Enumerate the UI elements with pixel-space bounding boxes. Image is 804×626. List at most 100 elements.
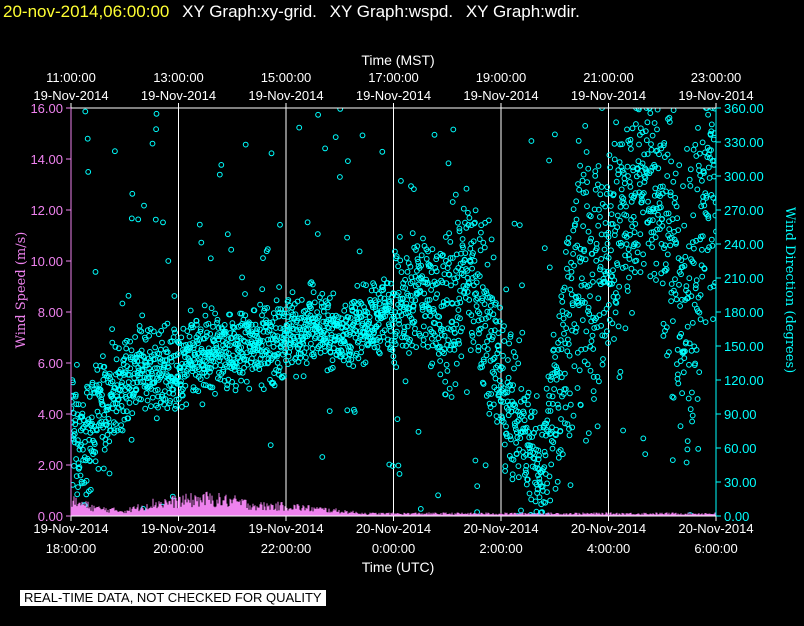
bottom-tick-date: 19-Nov-2014 <box>141 521 216 536</box>
wdir-point <box>132 334 139 340</box>
wdir-point <box>480 356 487 363</box>
wdir-point <box>672 194 679 201</box>
wdir-point <box>213 342 220 348</box>
wdir-point <box>372 287 379 294</box>
wdir-point <box>292 339 299 346</box>
wdir-point <box>112 421 119 427</box>
wdir-point <box>683 283 690 290</box>
wdir-point <box>489 334 496 340</box>
wdir-point <box>465 209 471 216</box>
wdir-point <box>580 223 586 230</box>
wdir-point <box>85 385 91 392</box>
wdir-point <box>490 356 497 363</box>
wdir-point <box>498 398 504 405</box>
wdir-point <box>660 320 667 327</box>
wdir-point <box>79 480 85 487</box>
wdir-point <box>363 282 369 289</box>
wdir-point <box>567 401 574 408</box>
wdir-point <box>678 257 685 264</box>
wdir-point <box>166 400 173 407</box>
wdir-point <box>370 338 377 344</box>
wdir-point <box>409 278 416 285</box>
wdir-point <box>670 318 676 325</box>
wdir-point <box>688 293 695 300</box>
wdir-point <box>642 128 649 135</box>
wdir-point <box>658 204 664 211</box>
wdir-point <box>364 309 371 316</box>
wdir-point <box>207 331 214 337</box>
wdir-point <box>87 486 94 493</box>
wdir-point <box>451 346 458 353</box>
left-tick-label: 8.00 <box>38 305 63 320</box>
wdir-point <box>558 416 564 422</box>
wdir-point <box>665 116 671 122</box>
wdir-point <box>418 262 425 269</box>
wdir-point <box>339 321 346 327</box>
wdir-point <box>528 408 535 415</box>
wdir-point <box>624 126 630 133</box>
wdir-point <box>683 339 689 346</box>
wdir-point <box>705 111 711 118</box>
left-tick-label: 4.00 <box>38 407 63 422</box>
wdir-point <box>401 324 408 331</box>
wdir-point <box>655 211 661 218</box>
wdir-point <box>218 162 225 168</box>
wdir-point <box>521 397 528 404</box>
wdir-point <box>457 299 464 306</box>
wdir-point <box>583 149 590 155</box>
wdir-point <box>358 349 365 356</box>
wdir-point <box>701 266 708 272</box>
wdir-point <box>407 263 414 270</box>
wdir-point <box>678 330 684 337</box>
wdir-point <box>119 427 126 434</box>
wdir-point <box>359 132 366 139</box>
wdir-point <box>224 382 231 389</box>
wdir-point <box>134 358 141 364</box>
wdir-point <box>239 310 245 317</box>
wdir-point <box>601 246 608 253</box>
wdir-point <box>710 136 716 143</box>
wdir-point <box>174 351 181 358</box>
wdir-point <box>663 210 670 217</box>
wdir-point <box>396 471 403 477</box>
wdir-point <box>442 234 449 240</box>
wdir-point <box>106 470 113 477</box>
wdir-point <box>350 363 357 370</box>
wdir-point <box>424 297 431 304</box>
wdir-point <box>565 341 572 347</box>
wdir-point <box>422 279 429 286</box>
wdir-point <box>693 282 699 289</box>
wdir-point <box>392 341 399 348</box>
wdir-point <box>632 221 639 227</box>
wdir-point <box>171 326 178 333</box>
wdir-point <box>476 273 483 280</box>
wdir-point <box>461 288 468 295</box>
wdir-point <box>389 321 396 328</box>
wdir-point <box>444 265 451 272</box>
wdir-point <box>162 396 169 402</box>
wdir-point <box>273 367 279 373</box>
wdir-point <box>396 317 402 324</box>
wdir-point <box>573 198 580 205</box>
wdir-point <box>555 346 562 353</box>
wdir-point <box>217 362 224 369</box>
wdir-point <box>407 336 413 343</box>
wdir-point <box>562 340 569 347</box>
wdir-point <box>400 295 406 302</box>
wdir-point <box>100 465 107 472</box>
wdir-point <box>601 333 608 339</box>
wdir-point <box>84 135 91 142</box>
wdir-point <box>395 289 402 296</box>
wdir-point <box>94 367 101 373</box>
wdir-point <box>376 350 383 357</box>
wdir-point <box>675 371 681 378</box>
wdir-point <box>71 379 76 386</box>
wdir-point <box>428 363 434 370</box>
wdir-point <box>549 393 556 400</box>
wdir-point <box>304 219 311 226</box>
wdir-point <box>579 317 586 324</box>
wdir-point <box>680 369 687 376</box>
wdir-point <box>504 433 510 440</box>
wdir-point <box>562 404 569 411</box>
wdir-point <box>568 275 575 282</box>
